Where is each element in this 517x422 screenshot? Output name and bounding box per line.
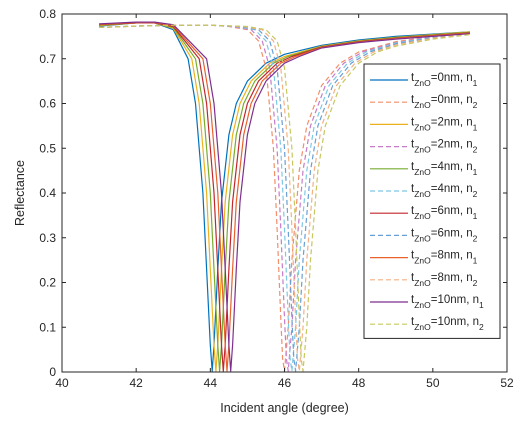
legend-entry: tZnO=10nm, n1	[411, 294, 484, 310]
legend-entry: tZnO=0nm, n2	[411, 94, 478, 110]
legend-entry: tZnO=4nm, n2	[411, 183, 478, 199]
legend-entry: tZnO=10nm, n2	[411, 316, 484, 332]
y-tick-label: 0.8	[39, 7, 56, 21]
tick-layer: 40 42 44 46 48 50 52 0 0.1 0.2 0.3 0.4 0.5 0.6 0.7 0.8	[39, 7, 514, 390]
legend: tZnO=0nm, n1 tZnO=0nm, n2 tZnO=2nm, n1 tZnO…	[363, 63, 501, 339]
legend-entry: tZnO=6nm, n2	[411, 227, 478, 243]
legend-entry: tZnO=8nm, n1	[411, 250, 478, 266]
y-tick-label: 0.7	[39, 52, 56, 66]
series-line	[99, 21, 470, 372]
x-tick-label: 44	[204, 376, 218, 390]
y-tick-label: 0	[49, 365, 56, 379]
y-tick-label: 0.5	[39, 141, 56, 155]
x-tick-label: 50	[426, 376, 440, 390]
y-tick-label: 0.2	[39, 276, 56, 290]
y-tick-label: 0.1	[39, 320, 56, 334]
x-tick-label: 46	[278, 376, 292, 390]
series-layer	[99, 21, 470, 372]
series-line	[99, 24, 470, 372]
y-tick-label: 0.3	[39, 231, 56, 245]
legend-entry: tZnO=4nm, n1	[411, 161, 478, 177]
x-tick-label: 48	[352, 376, 366, 390]
legend-entry: tZnO=2nm, n2	[411, 139, 478, 155]
legend-entry: tZnO=6nm, n1	[411, 205, 478, 221]
legend-entry: tZnO=2nm, n1	[411, 116, 478, 132]
series-line	[99, 24, 470, 372]
x-tick-label: 42	[129, 376, 143, 390]
y-tick-label: 0.4	[39, 186, 56, 200]
y-tick-label: 0.6	[39, 97, 56, 111]
legend-box	[363, 63, 501, 339]
x-tick-label: 40	[55, 376, 69, 390]
series-line	[99, 24, 470, 372]
y-axis-label: Reflectance	[13, 160, 27, 226]
legend-entry: tZnO=0nm, n1	[411, 72, 478, 88]
x-axis-label: Incident angle (degree)	[220, 401, 349, 415]
x-tick-label: 52	[500, 376, 514, 390]
legend-entry: tZnO=8nm, n2	[411, 272, 478, 288]
